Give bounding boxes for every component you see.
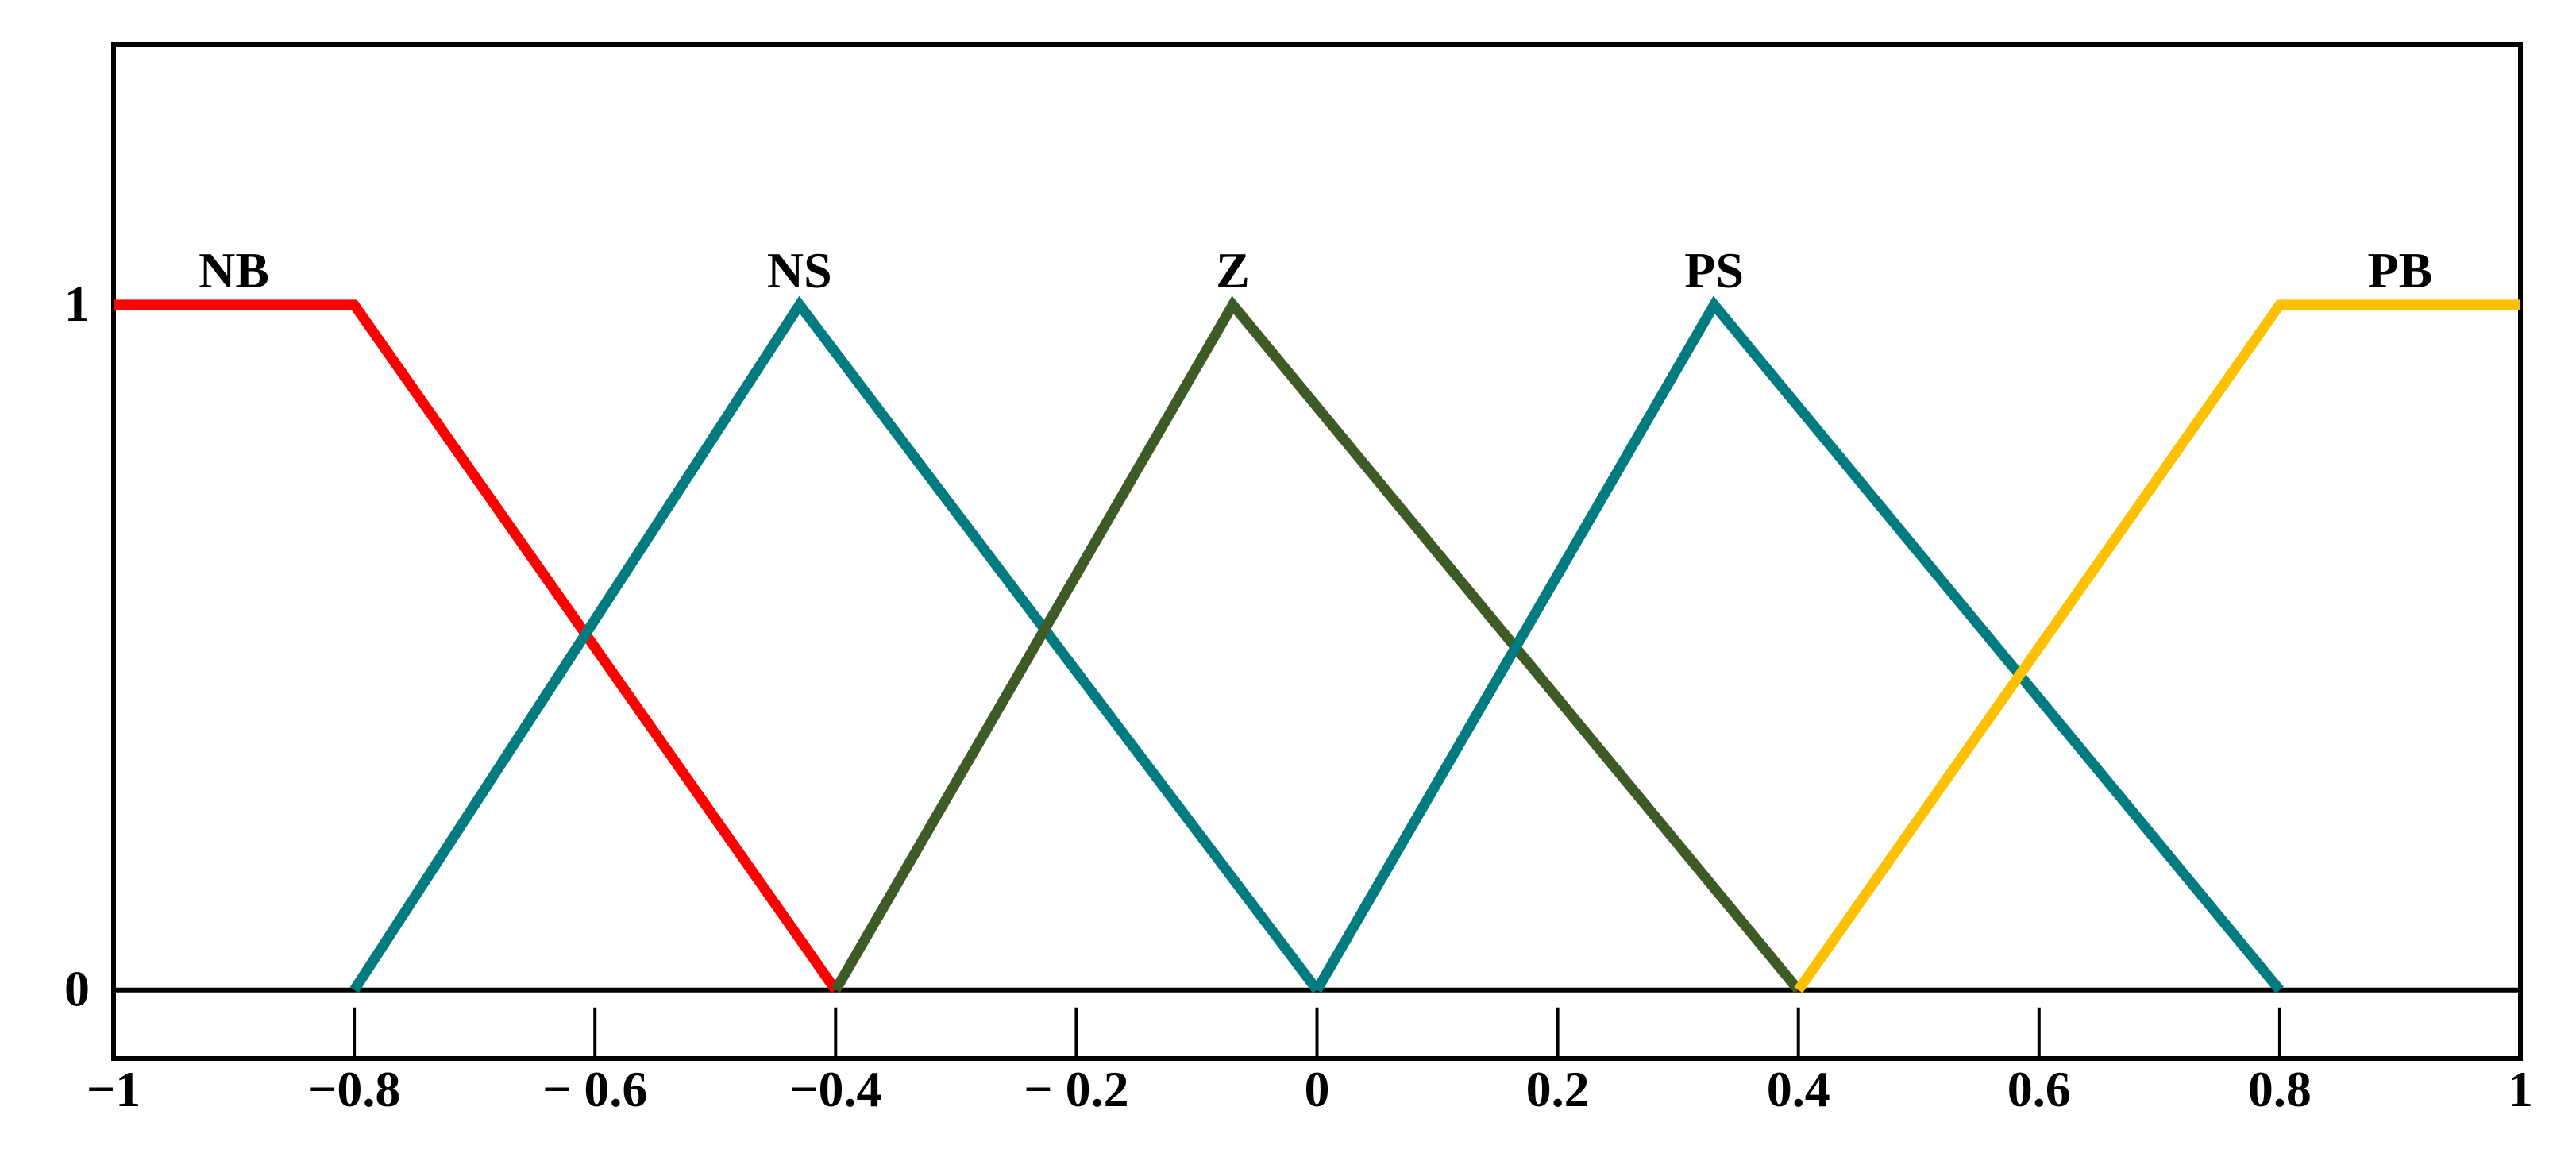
x-tick-label: −1	[87, 1061, 141, 1117]
x-tick-label: 0.2	[1526, 1061, 1590, 1117]
y-tick-label: 0	[64, 961, 90, 1017]
membership-line	[114, 299, 840, 993]
x-tick-label: −0.8	[308, 1061, 400, 1117]
series-label: Z	[1216, 242, 1250, 299]
x-tick-label: −0.4	[789, 1061, 881, 1117]
series-label: PB	[2368, 242, 2433, 299]
y-tick-label: 1	[64, 276, 90, 332]
x-tick-label: − 0.6	[542, 1061, 647, 1117]
plot-frame	[111, 42, 2523, 1061]
x-tick-label: 1	[2508, 1061, 2533, 1117]
membership-line	[831, 295, 1803, 993]
membership-line	[1312, 295, 2284, 993]
membership-line	[1794, 299, 2520, 993]
series-label: NS	[767, 242, 832, 299]
series-label: PS	[1684, 242, 1744, 299]
x-tick-label: 0.4	[1767, 1061, 1830, 1117]
x-tick-label: 0.6	[2007, 1061, 2071, 1117]
x-tick-label: 0.8	[2248, 1061, 2312, 1117]
series-label: NB	[199, 242, 269, 299]
x-tick-label: − 0.2	[1024, 1061, 1128, 1117]
x-tick-label: 0	[1305, 1061, 1330, 1117]
membership-line	[349, 295, 1321, 993]
